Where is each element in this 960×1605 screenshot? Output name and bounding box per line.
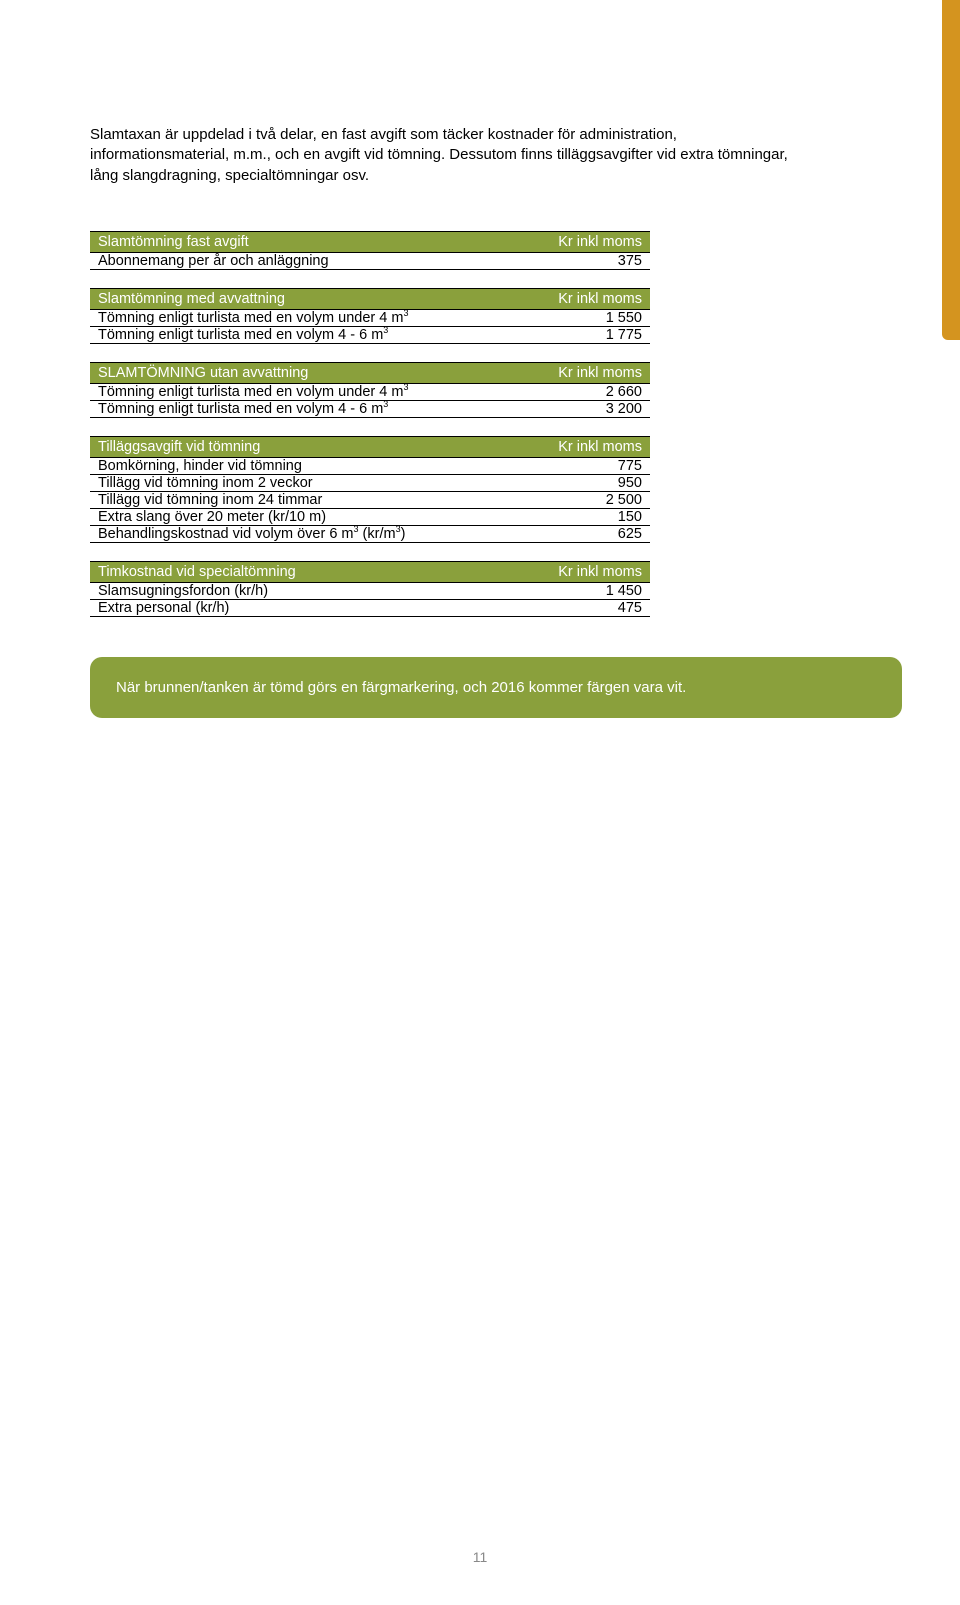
row-label: Tömning enligt turlista med en volym 4 -… <box>90 326 519 343</box>
table-row: Tömning enligt turlista med en volym 4 -… <box>90 400 650 417</box>
row-value: 375 <box>489 252 650 269</box>
table-header-right: Kr inkl moms <box>489 231 650 252</box>
table-header-right: Kr inkl moms <box>519 288 650 309</box>
row-label: Abonnemang per år och anläggning <box>90 252 489 269</box>
row-value: 775 <box>518 457 650 474</box>
table-header-right: Kr inkl moms <box>518 436 650 457</box>
table-row: Extra personal (kr/h)475 <box>90 599 650 616</box>
row-value: 1 550 <box>519 309 650 326</box>
pricing-table: Timkostnad vid specialtömningKr inkl mom… <box>90 561 650 617</box>
table-row: Tömning enligt turlista med en volym und… <box>90 309 650 326</box>
table-header-left: Slamtömning fast avgift <box>90 231 489 252</box>
row-value: 2 660 <box>519 383 650 400</box>
row-label: Behandlingskostnad vid volym över 6 m3 (… <box>90 525 518 542</box>
row-value: 625 <box>518 525 650 542</box>
table-row: Tillägg vid tömning inom 2 veckor950 <box>90 474 650 491</box>
page-content: Slamtaxan är uppdelad i två delar, en fa… <box>0 0 960 718</box>
row-value: 950 <box>518 474 650 491</box>
row-label: Extra personal (kr/h) <box>90 599 472 616</box>
page-number: 11 <box>0 1549 960 1565</box>
pricing-table: SLAMTÖMNING utan avvattningKr inkl momsT… <box>90 362 650 418</box>
table-row: Tömning enligt turlista med en volym 4 -… <box>90 326 650 343</box>
table-row: Tömning enligt turlista med en volym und… <box>90 383 650 400</box>
table-header-left: Tilläggsavgift vid tömning <box>90 436 518 457</box>
info-callout: När brunnen/tanken är tömd görs en färgm… <box>90 657 902 718</box>
row-label: Tillägg vid tömning inom 2 veckor <box>90 474 518 491</box>
row-label: Extra slang över 20 meter (kr/10 m) <box>90 508 518 525</box>
row-label: Tömning enligt turlista med en volym und… <box>90 309 519 326</box>
pricing-table: Tilläggsavgift vid tömningKr inkl momsBo… <box>90 436 650 543</box>
row-label: Bomkörning, hinder vid tömning <box>90 457 518 474</box>
row-label: Slamsugningsfordon (kr/h) <box>90 582 472 599</box>
row-label: Tömning enligt turlista med en volym 4 -… <box>90 400 519 417</box>
table-row: Abonnemang per år och anläggning375 <box>90 252 650 269</box>
row-label: Tömning enligt turlista med en volym und… <box>90 383 519 400</box>
row-value: 150 <box>518 508 650 525</box>
row-value: 1 450 <box>472 582 650 599</box>
pricing-tables: Slamtömning fast avgiftKr inkl momsAbonn… <box>90 231 870 617</box>
intro-paragraph: Slamtaxan är uppdelad i två delar, en fa… <box>90 125 810 186</box>
row-value: 1 775 <box>519 326 650 343</box>
table-header-left: Timkostnad vid specialtömning <box>90 561 472 582</box>
table-header-right: Kr inkl moms <box>519 362 650 383</box>
row-value: 475 <box>472 599 650 616</box>
table-row: Tillägg vid tömning inom 24 timmar2 500 <box>90 491 650 508</box>
table-row: Behandlingskostnad vid volym över 6 m3 (… <box>90 525 650 542</box>
pricing-table: Slamtömning fast avgiftKr inkl momsAbonn… <box>90 231 650 270</box>
row-value: 3 200 <box>519 400 650 417</box>
row-value: 2 500 <box>518 491 650 508</box>
row-label: Tillägg vid tömning inom 24 timmar <box>90 491 518 508</box>
table-row: Extra slang över 20 meter (kr/10 m)150 <box>90 508 650 525</box>
pricing-table: Slamtömning med avvattningKr inkl momsTö… <box>90 288 650 344</box>
table-header-left: SLAMTÖMNING utan avvattning <box>90 362 519 383</box>
table-row: Bomkörning, hinder vid tömning775 <box>90 457 650 474</box>
table-header-right: Kr inkl moms <box>472 561 650 582</box>
table-header-left: Slamtömning med avvattning <box>90 288 519 309</box>
table-row: Slamsugningsfordon (kr/h)1 450 <box>90 582 650 599</box>
